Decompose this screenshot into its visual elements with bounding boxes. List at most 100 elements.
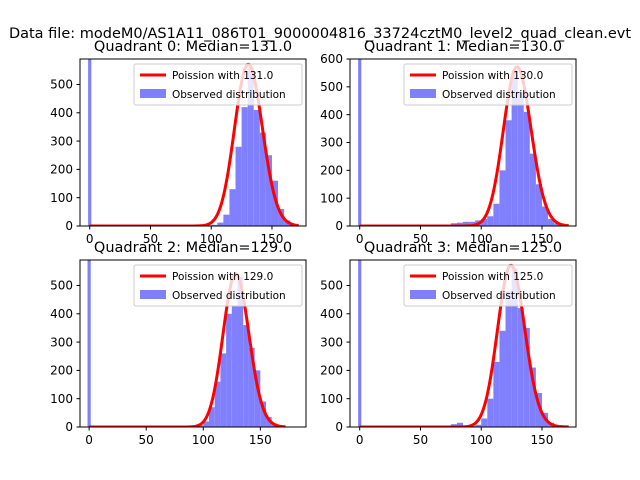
legend-curve-label: Poission with 130.0 <box>442 70 543 82</box>
quadrant-3-hist-bin-13 <box>529 367 536 427</box>
quadrant-2-hist-bin-12 <box>260 401 267 427</box>
quadrant-3-zero-bin <box>358 260 362 427</box>
quadrant-0-ytick-label-100: 100 <box>50 191 73 205</box>
quadrant-3-hist-bin-6 <box>487 398 494 427</box>
quadrant-1-hist-bin-16 <box>548 219 555 226</box>
quadrant-3-hist-bin-11 <box>517 308 524 427</box>
quadrant-1-ytick-label-100: 100 <box>320 191 343 205</box>
quadrant-3-xtick-label-100: 100 <box>470 433 493 447</box>
quadrant-1-hist-bin-12 <box>523 111 530 226</box>
quadrant-0-hist-bin-5 <box>223 214 230 226</box>
quadrant-2-xtick-label-150: 150 <box>249 433 272 447</box>
quadrant-3-ytick-label-100: 100 <box>320 392 343 406</box>
quadrant-2-xtick-label-0: 0 <box>85 433 93 447</box>
quadrant-0-ytick-label-500: 500 <box>50 78 73 92</box>
quadrant-3-hist-bin-12 <box>523 327 530 427</box>
quadrant-2-axes-frame <box>79 259 307 428</box>
quadrant-3-ytick-label-500: 500 <box>320 279 343 293</box>
quadrant-1-hist-bin-10 <box>511 70 518 226</box>
quadrant-2-hist-bin-5 <box>220 353 227 427</box>
quadrant-1-legend: Poission with 130.0 Observed distribution <box>403 63 573 106</box>
quadrant-1-hist-bin-3 <box>469 221 476 226</box>
quadrant-0-hist-bin-11 <box>259 132 266 226</box>
quadrant-2-hist-bin-11 <box>254 370 261 427</box>
quadrant-2-hist-bin-10 <box>248 347 255 427</box>
quadrant-1-xtick-label-150: 150 <box>531 232 554 246</box>
quadrant-1-xtick-label-100: 100 <box>470 232 493 246</box>
quadrant-0-xtick-label-50: 50 <box>143 232 158 246</box>
quadrant-0-ytick-label-400: 400 <box>50 106 73 120</box>
quadrant-0-hist-bin-6 <box>229 189 236 226</box>
quadrant-0-xtick-label-100: 100 <box>200 232 223 246</box>
legend-hist-label: Observed distribution <box>442 290 556 302</box>
quadrant-1-hist-bin-17 <box>554 223 561 226</box>
quadrant-0-hist-bin-4 <box>217 222 224 226</box>
legend-curve-label: Poission with 125.0 <box>442 271 543 283</box>
quadrant-0-ytick-label-0: 0 <box>65 219 73 233</box>
quadrant-3-hist-bin-14 <box>535 393 542 427</box>
quadrant-1-hist-bin-1 <box>456 222 463 226</box>
quadrant-0-zero-bin <box>88 59 92 226</box>
legend-curve-label: Poission with 129.0 <box>172 271 273 283</box>
quadrant-2-title: Quadrant 2: Median=129.0 <box>94 240 292 256</box>
quadrant-0-hist-bin-3 <box>211 224 218 226</box>
quadrant-3-xtick-label-150: 150 <box>531 433 554 447</box>
legend-hist-label: Observed distribution <box>172 290 286 302</box>
quadrant-3-hist-bin-4 <box>475 424 482 427</box>
quadrant-2-zero-bin <box>87 260 91 427</box>
quadrant-1-ytick-label-200: 200 <box>320 164 343 178</box>
quadrant-3-hist-bin-10 <box>511 268 518 427</box>
quadrant-2-xtick-label-100: 100 <box>192 433 215 447</box>
quadrant-3-panel: Quadrant 3: Median=125.0 0 50 100 150 0 100 20… <box>320 240 577 447</box>
quadrant-1-ytick-label-0: 0 <box>335 219 343 233</box>
quadrant-2-hist-bin-4 <box>214 381 221 427</box>
quadrant-3-xtick-label-0: 0 <box>356 433 364 447</box>
quadrant-1-hist-bin-8 <box>499 170 506 226</box>
quadrant-3-hist-bin-8 <box>499 330 506 427</box>
legend-hist-swatch <box>410 89 436 98</box>
quadrant-0-ytick-label-300: 300 <box>50 134 73 148</box>
quadrant-2-panel: Quadrant 2: Median=129.0 0 50 100 150 0 100 20… <box>50 240 307 447</box>
quadrant-1-xtick-label-50: 50 <box>413 232 428 246</box>
quadrant-2-xtick-label-50: 50 <box>139 433 154 447</box>
quadrant-1-hist-bin-5 <box>481 219 488 226</box>
quadrant-0-hist-bin-13 <box>271 180 279 226</box>
quadrant-2-hist-bin-2 <box>203 421 209 427</box>
quadrant-1-ytick-label-400: 400 <box>320 108 343 122</box>
quadrant-1-hist-bin-13 <box>529 153 536 226</box>
quadrant-0-hist-bin-8 <box>241 107 248 226</box>
quadrant-0-xtick-label-150: 150 <box>261 232 284 246</box>
legend-hist-swatch <box>410 290 436 299</box>
quadrant-2-ytick-label-500: 500 <box>50 279 73 293</box>
legend-hist-swatch <box>140 290 166 299</box>
quadrant-3-hist-bin-9 <box>505 291 512 427</box>
quadrant-0-hist-bin-14 <box>278 209 285 226</box>
quadrant-0-hist-bin-10 <box>253 109 260 226</box>
quadrant-3-hist-bin-7 <box>493 361 500 427</box>
quadrant-0-ytick-label-200: 200 <box>50 163 73 177</box>
quadrant-0-legend: Poission with 131.0 Observed distribution <box>133 63 303 106</box>
quadrant-2-hist-bin-13 <box>266 417 272 427</box>
quadrant-1-panel: Quadrant 1: Median=130.0 0 50 100 150 0 100 20… <box>320 39 577 246</box>
quadrant-0-title: Quadrant 0: Median=131.0 <box>94 39 292 55</box>
quadrant-3-hist-bin-5 <box>481 418 488 427</box>
quadrant-1-hist-bin-9 <box>505 120 512 226</box>
quadrant-2-ytick-label-300: 300 <box>50 335 73 349</box>
quadrant-2-hist-bin-9 <box>243 325 249 427</box>
legend-hist-label: Observed distribution <box>172 89 286 101</box>
quadrant-0-xtick-label-0: 0 <box>86 232 94 246</box>
quadrant-1-hist-bin-15 <box>541 206 549 226</box>
legend-hist-label: Observed distribution <box>442 89 556 101</box>
quadrant-1-hist-bin-14 <box>535 184 542 226</box>
quadrant-3-hist-bin-1 <box>456 422 463 427</box>
quadrant-1-ytick-label-600: 600 <box>320 52 343 66</box>
quadrant-1-ytick-label-300: 300 <box>320 136 343 150</box>
quadrant-1-title: Quadrant 1: Median=130.0 <box>364 39 562 55</box>
quadrant-1-hist-bin-7 <box>493 203 500 226</box>
quadrant-1-hist-bin-6 <box>487 216 494 226</box>
legend-hist-swatch <box>140 89 166 98</box>
quadrant-2-hist-bin-7 <box>231 305 238 427</box>
quadrant-3-ytick-label-400: 400 <box>320 307 343 321</box>
quadrant-2-hist-bin-1 <box>197 425 204 427</box>
